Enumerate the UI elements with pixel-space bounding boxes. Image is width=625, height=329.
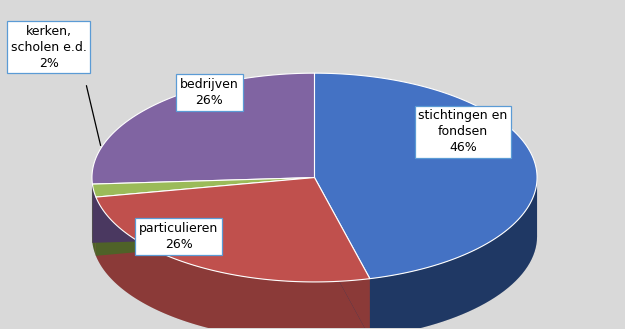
Polygon shape (92, 178, 314, 243)
Polygon shape (314, 178, 370, 329)
Text: stichtingen en
fondsen
46%: stichtingen en fondsen 46% (418, 109, 508, 154)
Polygon shape (314, 178, 370, 329)
Polygon shape (92, 73, 314, 184)
Polygon shape (96, 197, 370, 329)
Polygon shape (96, 178, 314, 256)
Text: particulieren
26%: particulieren 26% (139, 222, 218, 251)
Text: kerken,
scholen e.d.
2%: kerken, scholen e.d. 2% (11, 25, 87, 69)
Polygon shape (314, 73, 537, 279)
Polygon shape (92, 178, 314, 243)
Text: bedrijven
26%: bedrijven 26% (180, 78, 239, 107)
Polygon shape (96, 178, 370, 282)
Polygon shape (92, 178, 314, 197)
Polygon shape (96, 178, 314, 256)
Polygon shape (370, 178, 537, 329)
Polygon shape (92, 184, 96, 256)
Polygon shape (92, 132, 537, 329)
